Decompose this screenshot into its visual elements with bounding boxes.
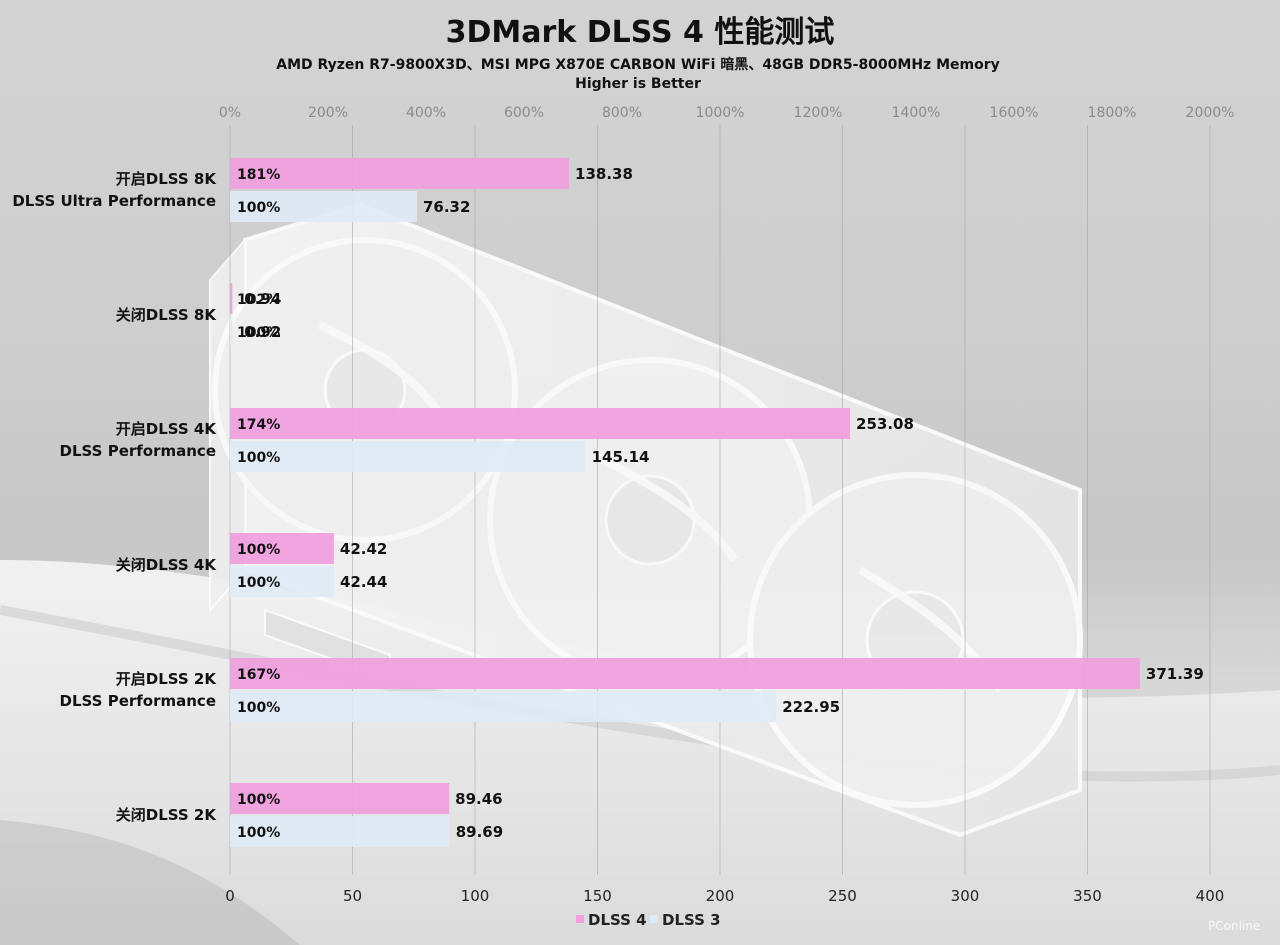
top-tick-label: 800% <box>602 105 642 121</box>
dlss3-value-label: 0.92 <box>244 323 281 341</box>
top-tick-label: 400% <box>406 105 446 121</box>
snow-ground <box>0 560 1280 945</box>
dlss4-bar <box>230 533 334 564</box>
dlss4-bar <box>230 783 450 814</box>
dlss3-value-label: 76.32 <box>423 198 470 216</box>
dlss4-bar <box>230 658 1140 689</box>
dlss4-percent-label: 174% <box>237 417 280 433</box>
top-tick-label: 0% <box>219 105 241 121</box>
dlss4-percent-label: 100% <box>237 792 280 808</box>
dlss3-bar <box>230 566 334 597</box>
bottom-axis: 0 50 100 150 200 250 300 350 400 <box>225 887 1224 905</box>
top-tick-label: 1000% <box>696 105 745 121</box>
dlss4-percent-label: 167% <box>237 667 280 683</box>
bottom-tick-label: 400 <box>1196 887 1225 905</box>
chart-subtitle: AMD Ryzen R7-9800X3D、MSI MPG X870E CARBO… <box>276 56 1000 73</box>
category-label-line: DLSS Ultra Performance <box>12 192 216 210</box>
dlss3-value-label: 222.95 <box>782 698 840 716</box>
bottom-tick-label: 300 <box>951 887 980 905</box>
dlss4-percent-label: 100% <box>237 542 280 558</box>
dlss4-value-label: 371.39 <box>1146 665 1204 683</box>
top-tick-label: 2000% <box>1186 105 1235 121</box>
top-axis: 0% 200% 400% 600% 800% 1000% 1200% 1400% 1600% 18… <box>219 105 1235 121</box>
dlss3-bar <box>230 816 450 847</box>
dlss3-percent-label: 100% <box>237 200 280 216</box>
dlss4-value-label: 253.08 <box>856 415 914 433</box>
bottom-tick-label: 100 <box>461 887 490 905</box>
top-tick-label: 600% <box>504 105 544 121</box>
dlss4-percent-label: 102% <box>237 292 280 308</box>
dlss3-percent-label: 100% <box>237 325 280 341</box>
dlss3-percent-label: 100% <box>237 450 280 466</box>
legend-label-dlss3: DLSS 3 <box>662 911 721 929</box>
category-label-line: DLSS Performance <box>60 442 216 460</box>
dlss3-bar <box>230 441 586 472</box>
category-label-line: 开启DLSS 8K <box>116 170 218 188</box>
bottom-tick-label: 250 <box>828 887 857 905</box>
category-label: 关闭DLSS 4K <box>116 556 218 574</box>
dlss4-bar <box>230 408 851 439</box>
left-rail-shadow <box>0 820 300 945</box>
top-tick-label: 200% <box>308 105 348 121</box>
dlss3-value-label: 145.14 <box>592 448 650 466</box>
category-label-line: 开启DLSS 4K <box>116 420 218 438</box>
legend-swatch-dlss3 <box>650 915 658 923</box>
dlss4-percent-label: 181% <box>237 167 280 183</box>
chart-title: 3DMark DLSS 4 性能测试 <box>446 15 835 50</box>
dlss3-value-label: 89.69 <box>456 823 503 841</box>
dlss4-value-label: 42.42 <box>340 540 387 558</box>
legend-swatch-dlss4 <box>576 915 584 923</box>
legend-label-dlss4: DLSS 4 <box>588 911 647 929</box>
top-tick-label: 1200% <box>794 105 843 121</box>
dlss4-bar <box>230 283 233 314</box>
bottom-tick-label: 50 <box>343 887 362 905</box>
bars-layer <box>230 158 1140 847</box>
bottom-tick-label: 150 <box>583 887 612 905</box>
labels-layer: 开启DLSS 8K DLSS Ultra Performance 181% 138.3… <box>12 165 1203 841</box>
dlss3-percent-label: 100% <box>237 575 280 591</box>
watermark: PConline <box>1208 919 1260 933</box>
dlss3-value-label: 42.44 <box>340 573 387 591</box>
dlss3-bar <box>230 316 233 347</box>
dlss4-value-label: 89.46 <box>455 790 502 808</box>
bottom-tick-label: 350 <box>1073 887 1102 905</box>
dlss3-bar <box>230 191 417 222</box>
category-label-line: 开启DLSS 2K <box>116 670 218 688</box>
bottom-tick-label: 0 <box>225 887 235 905</box>
legend: DLSS 4 DLSS 3 <box>576 911 721 929</box>
top-tick-label: 1400% <box>892 105 941 121</box>
bottom-tick-label: 200 <box>706 887 735 905</box>
dlss4-value-label: 0.94 <box>244 290 281 308</box>
dlss4-bar <box>230 158 570 189</box>
top-tick-label: 1800% <box>1088 105 1137 121</box>
category-label: 关闭DLSS 2K <box>116 806 218 824</box>
dlss3-percent-label: 100% <box>237 700 280 716</box>
top-tick-label: 1600% <box>990 105 1039 121</box>
grid-layer <box>229 125 1211 875</box>
dlss3-percent-label: 100% <box>237 825 280 841</box>
dlss4-value-label: 138.38 <box>575 165 633 183</box>
category-label-line: DLSS Performance <box>60 692 216 710</box>
category-label: 关闭DLSS 8K <box>116 306 218 324</box>
chart-subtitle-2: Higher is Better <box>575 76 701 92</box>
dlss3-bar <box>230 691 777 722</box>
